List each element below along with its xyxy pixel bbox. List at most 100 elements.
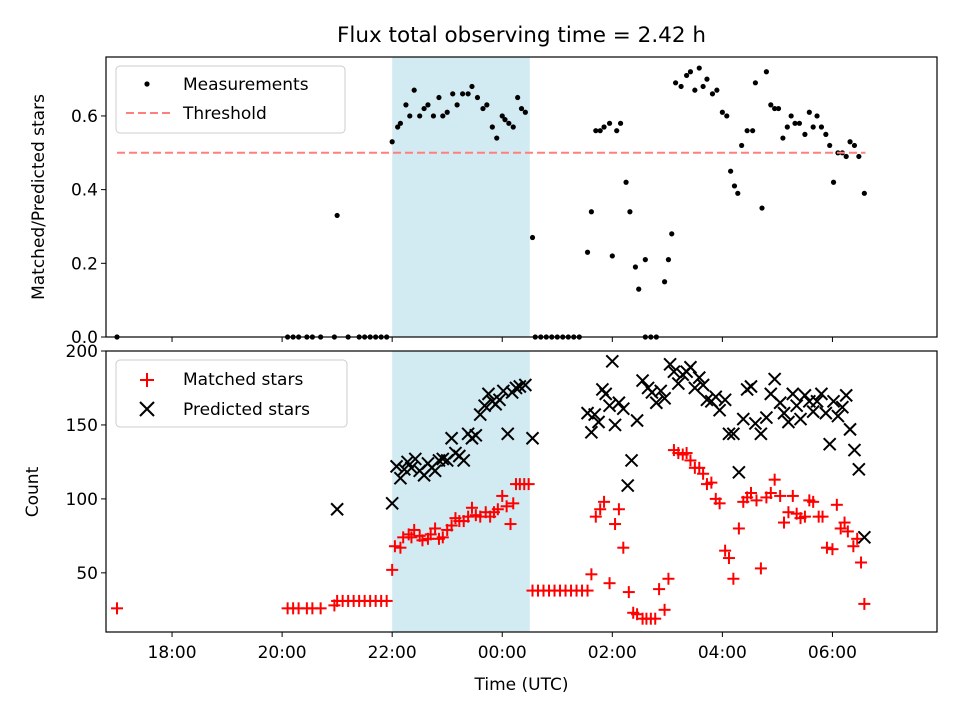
measurement-point xyxy=(469,83,475,90)
predicted-star-point xyxy=(843,422,857,437)
legend-label-threshold: Threshold xyxy=(182,104,267,124)
predicted-star-point xyxy=(404,461,419,475)
predicted-star-point xyxy=(835,400,850,414)
top-legend: Measurements Threshold xyxy=(115,65,346,134)
matched-star-point xyxy=(774,489,787,502)
matched-star-point xyxy=(847,540,860,553)
matched-star-point xyxy=(388,540,401,553)
matched-star-point xyxy=(445,519,458,532)
matched-star-point xyxy=(838,516,851,529)
predicted-star-point xyxy=(400,455,415,469)
predicted-star-point xyxy=(839,388,853,403)
measurement-point xyxy=(823,131,829,137)
predicted-star-point xyxy=(793,412,808,426)
matched-star-point xyxy=(697,467,710,480)
measurement-point xyxy=(714,87,720,93)
predicted-star-point xyxy=(584,425,599,440)
predicted-star-point xyxy=(630,413,644,428)
measurement-point xyxy=(827,142,833,149)
predicted-star-point xyxy=(428,464,442,478)
measurement-point xyxy=(614,128,620,134)
measurement-point xyxy=(678,83,684,90)
bottom-span xyxy=(392,351,530,632)
measurement-point xyxy=(818,124,825,130)
predicted-star-point xyxy=(385,496,399,511)
measurement-point xyxy=(752,80,758,86)
measurement-point xyxy=(584,249,591,255)
matched-star-point xyxy=(504,518,517,531)
measurement-point xyxy=(636,286,642,292)
predicted-star-point xyxy=(657,391,672,406)
measurement-point xyxy=(529,234,536,241)
measurement-point xyxy=(851,142,858,149)
measurement-point xyxy=(510,124,516,130)
measurement-point xyxy=(425,102,431,108)
matched-star-point xyxy=(722,552,735,565)
predicted-star-point xyxy=(683,360,698,374)
matched-star-point xyxy=(380,594,393,607)
measurement-point xyxy=(454,102,460,108)
predicted-star-point xyxy=(389,459,404,474)
measurement-point xyxy=(780,135,786,141)
bottom-axes-frame xyxy=(105,350,938,633)
top-axes-frame xyxy=(105,56,938,338)
measurement-point xyxy=(515,94,521,101)
measurement-point xyxy=(661,279,668,285)
measurement-point xyxy=(403,102,409,108)
measurement-point xyxy=(669,231,675,237)
legend-plus-icon xyxy=(140,373,154,387)
matched-star-point xyxy=(496,489,509,502)
measurement-point xyxy=(502,117,508,123)
matched-star-point xyxy=(719,544,732,557)
predicted-star-point xyxy=(722,427,736,441)
predicted-star-point xyxy=(616,401,631,416)
measurement-point xyxy=(696,65,702,71)
bottom-panel: 50 100 150 200 18:00 20:00 22:00 00:00 02:00 04:… xyxy=(23,342,938,695)
top-legend-box xyxy=(115,65,346,134)
measurement-point xyxy=(597,128,603,134)
predicted-star-point xyxy=(621,478,635,493)
predicted-star-point xyxy=(473,407,487,422)
y-tick-label: 0.6 xyxy=(71,107,98,127)
predicted-star-point xyxy=(744,379,758,394)
matched-star-point xyxy=(522,478,535,491)
predicted-star-point xyxy=(408,452,422,466)
measurement-point xyxy=(731,183,738,189)
y-tick-label: 0.2 xyxy=(71,254,98,274)
matched-star-point xyxy=(768,473,781,486)
measurement-point xyxy=(494,135,500,141)
matched-star-point xyxy=(429,522,442,535)
measurement-point xyxy=(484,102,490,108)
measurement-point xyxy=(687,69,694,75)
measurement-point xyxy=(784,124,790,130)
measurement-point xyxy=(606,120,613,126)
predicted-star-point xyxy=(732,465,746,479)
matched-star-point xyxy=(386,563,399,576)
measurement-point xyxy=(810,124,816,130)
measurement-point xyxy=(763,69,769,75)
predicted-star-point xyxy=(786,387,800,401)
measurement-point xyxy=(768,102,774,108)
predicted-star-point xyxy=(671,376,686,391)
measurement-point xyxy=(709,91,716,97)
matched-star-point xyxy=(408,523,421,536)
predicted-star-point xyxy=(847,443,862,457)
matched-star-point xyxy=(732,522,745,535)
predicted-star-point xyxy=(819,406,833,420)
predicted-star-point xyxy=(649,396,664,410)
predicted-star-point xyxy=(709,390,723,404)
predicted-star-point xyxy=(826,394,841,408)
measurement-point xyxy=(739,142,745,149)
matched-star-point xyxy=(816,510,829,523)
matched-star-point xyxy=(462,510,475,523)
predicted-star-point xyxy=(624,453,639,468)
measurement-point xyxy=(440,113,446,119)
predicted-star-point xyxy=(518,378,533,392)
matched-star-point xyxy=(622,586,635,599)
matched-star-point xyxy=(649,612,662,625)
predicted-star-point xyxy=(789,399,804,413)
measurement-point xyxy=(642,257,648,263)
matched-star-point xyxy=(500,500,513,513)
measurement-point xyxy=(623,179,629,185)
measurement-point xyxy=(759,205,765,211)
